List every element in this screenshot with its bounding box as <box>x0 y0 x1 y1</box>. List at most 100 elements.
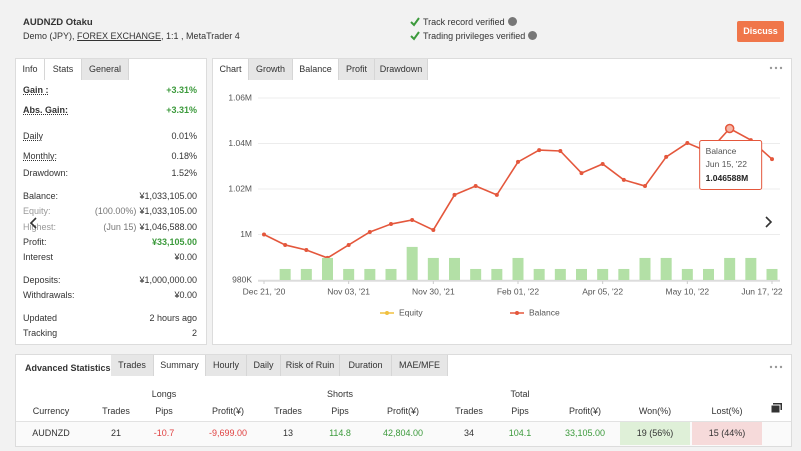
info <box>528 31 537 40</box>
point <box>367 229 372 234</box>
columns-icon[interactable] <box>771 403 782 413</box>
cell: 114.8 <box>329 428 351 438</box>
cell: AUDNZD <box>32 428 70 438</box>
bar <box>300 268 312 280</box>
stat-value-text: 1.52% <box>171 168 197 178</box>
tab[interactable]: Risk of Ruin <box>281 355 340 376</box>
tab[interactable]: Drawdown <box>375 59 428 80</box>
stat-value-text: ¥0.00 <box>174 290 197 300</box>
more-icon[interactable] <box>769 364 783 370</box>
stat-value-text: 2 hours ago <box>149 313 197 323</box>
tab[interactable]: Info <box>16 59 45 80</box>
point <box>685 141 690 146</box>
stat-label: Withdrawals: <box>23 290 75 300</box>
tooltip-value: 1.046588M <box>706 173 749 183</box>
legend-label: Balance <box>529 307 560 317</box>
tooltip-box <box>699 140 763 191</box>
stat-value: +3.31% <box>166 85 197 95</box>
tab[interactable]: Growth <box>249 59 293 80</box>
account-details: , 1:1 , MetaTrader 4 <box>161 31 240 41</box>
stat-label: Monthly: <box>23 151 58 161</box>
account-type: Demo (JPY), <box>23 31 75 41</box>
y-tick-label: 1.02M <box>228 183 252 193</box>
prev-arrow[interactable] <box>29 217 37 229</box>
point <box>494 192 499 197</box>
stat-value-text: 2 <box>191 328 197 338</box>
check-icon <box>410 17 420 27</box>
tooltip-series: Balance <box>706 146 737 156</box>
point <box>410 217 415 222</box>
legend-dot <box>515 311 519 315</box>
bar <box>703 268 714 280</box>
x-tick-label: Feb 01, '22 <box>497 286 540 296</box>
column-header: Profit(¥) <box>386 406 419 416</box>
stat-label: Drawdown: <box>23 168 69 178</box>
more-icon[interactable] <box>769 65 783 71</box>
bar <box>576 268 587 280</box>
group-header: Shorts <box>326 389 353 399</box>
cell: 15 (44%) <box>708 428 746 438</box>
tab[interactable]: Hourly <box>206 355 247 376</box>
tab[interactable]: Stats <box>45 59 82 80</box>
point <box>283 242 288 247</box>
stat-value-text: ¥1,033,105.00 <box>139 191 197 201</box>
point <box>473 184 478 189</box>
adv-title: Advanced Statistics <box>25 363 111 373</box>
stat-value-text: ¥33,105.00 <box>151 237 197 247</box>
bar <box>554 268 566 280</box>
stats-panel: Info Stats General Gain : +3.31% Abs. Gain: +3… <box>15 58 207 345</box>
info-icon[interactable] <box>508 17 517 26</box>
bar <box>343 268 355 280</box>
tab[interactable]: Balance <box>293 59 339 80</box>
bar <box>618 268 630 280</box>
stat-label: Deposits: <box>23 275 61 285</box>
column-header: Profit(¥) <box>211 406 244 416</box>
stat-label: Equity: <box>23 206 51 216</box>
stat-value-text: ¥0.00 <box>174 252 197 262</box>
bar <box>470 268 482 280</box>
x-tick-label: May 10, '22 <box>665 286 709 296</box>
tab[interactable]: Profit <box>339 59 375 80</box>
stat-value-text: 0.18% <box>171 151 197 161</box>
point <box>621 177 626 182</box>
point <box>664 154 669 159</box>
tooltip-date: Jun 15, '22 <box>706 159 748 169</box>
broker-link[interactable]: FOREX EXCHANGE <box>77 31 162 41</box>
stat-value: +3.31% <box>166 105 197 115</box>
cell: 19 (56%) <box>636 428 674 438</box>
bar <box>322 257 333 280</box>
column-header: Lost(%) <box>711 406 743 416</box>
tab[interactable]: Duration <box>340 355 392 376</box>
tab[interactable]: Summary <box>154 355 206 376</box>
point <box>537 148 542 153</box>
cell: 33,105.00 <box>564 428 606 438</box>
bar <box>364 268 376 280</box>
bar <box>745 257 757 280</box>
tab[interactable]: Trades <box>111 355 154 376</box>
tab[interactable]: General <box>82 59 129 80</box>
lost-cell <box>692 422 762 445</box>
bar <box>597 268 609 280</box>
tab[interactable]: Daily <box>247 355 281 376</box>
tab[interactable]: Chart <box>213 59 249 80</box>
title: AUDNZD Otaku <box>23 17 93 28</box>
tab[interactable]: MAE/MFE <box>392 355 448 376</box>
point <box>346 242 351 247</box>
bar <box>512 257 524 280</box>
cell: 104.1 <box>508 428 532 438</box>
column-header: Won(%) <box>638 406 672 416</box>
point <box>452 192 457 197</box>
stat-label: Gain : <box>23 85 49 95</box>
group-header: Total <box>510 389 530 399</box>
next-arrow[interactable] <box>765 216 773 228</box>
point <box>770 157 774 162</box>
discuss-button[interactable]: Discuss <box>737 21 784 42</box>
column-header: Pips <box>331 406 349 416</box>
won-cell <box>620 422 690 445</box>
column-header: Trades <box>455 406 483 416</box>
stat-label: Profit: <box>23 237 47 247</box>
info-icon[interactable] <box>528 31 537 40</box>
cell: -10.7 <box>153 428 175 438</box>
check-icon <box>410 31 420 41</box>
balance-line <box>263 127 773 259</box>
